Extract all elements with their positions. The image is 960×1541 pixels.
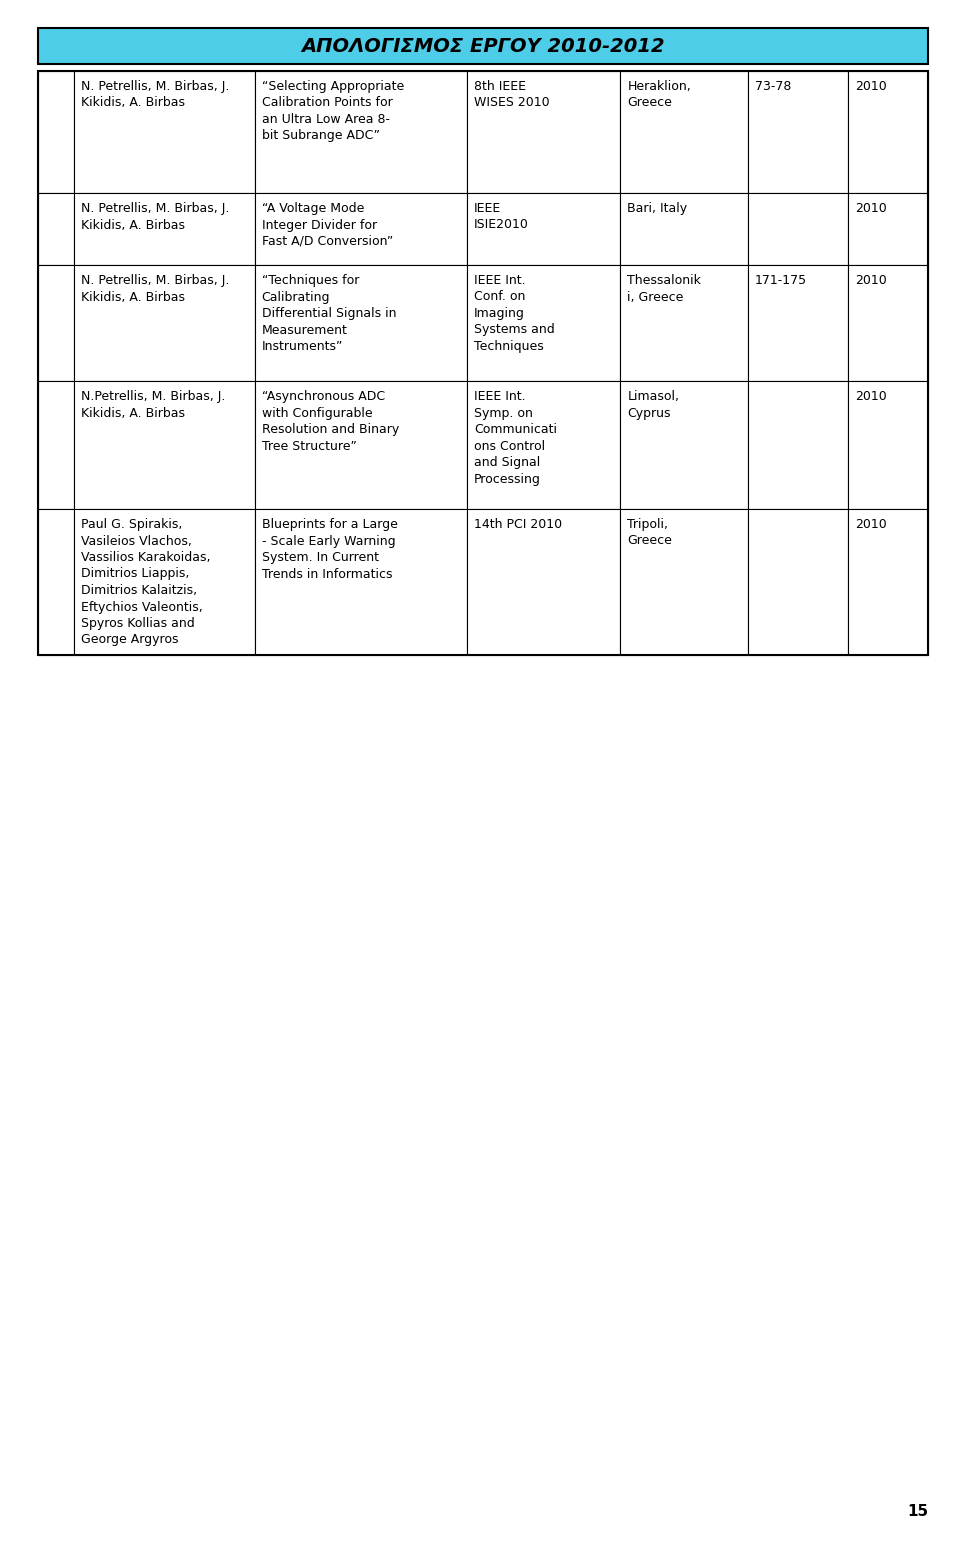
Bar [620,509,748,655]
Bar [748,381,849,509]
Text: Limasol,
Cyprus: Limasol, Cyprus [628,390,680,419]
Bar [468,381,620,509]
Bar [620,381,748,509]
Bar [75,265,254,381]
Text: Blueprints for a Large
- Scale Early Warning
System. In Current
Trends in Inform: Blueprints for a Large - Scale Early War… [261,518,397,581]
Text: N.Petrellis, M. Birbas, J.
Kikidis, A. Birbas: N.Petrellis, M. Birbas, J. Kikidis, A. B… [82,390,226,419]
Text: “A Voltage Mode
Integer Divider for
Fast A/D Conversion”: “A Voltage Mode Integer Divider for Fast… [261,202,393,248]
Bar [468,193,620,265]
Bar [38,28,928,65]
Text: Tripoli,
Greece: Tripoli, Greece [628,518,672,547]
Bar [75,381,254,509]
Text: IEEE
ISIE2010: IEEE ISIE2010 [474,202,529,231]
Text: 15: 15 [907,1504,928,1519]
Text: IEEE Int.
Conf. on
Imaging
Systems and
Techniques: IEEE Int. Conf. on Imaging Systems and T… [474,274,555,353]
Text: 8th IEEE
WISES 2010: 8th IEEE WISES 2010 [474,80,550,109]
Bar [254,509,468,655]
Bar [849,509,928,655]
Bar [75,71,254,193]
Text: Paul G. Spirakis,
Vasileios Vlachos,
Vassilios Karakoidas,
Dimitrios Liappis,
Di: Paul G. Spirakis, Vasileios Vlachos, Vas… [82,518,211,647]
Bar [849,193,928,265]
Text: “Selecting Appropriate
Calibration Points for
an Ultra Low Area 8-
bit Subrange : “Selecting Appropriate Calibration Point… [261,80,404,142]
Bar [468,265,620,381]
Text: “Techniques for
Calibrating
Differential Signals in
Measurement
Instruments”: “Techniques for Calibrating Differential… [261,274,396,353]
Text: 2010: 2010 [855,80,887,92]
Bar [38,381,75,509]
Bar [748,509,849,655]
Bar [748,71,849,193]
Bar [254,265,468,381]
Bar [38,265,75,381]
Text: Heraklion,
Greece: Heraklion, Greece [628,80,691,109]
Text: 2010: 2010 [855,390,887,404]
Bar [38,71,928,655]
Bar [620,193,748,265]
Text: 2010: 2010 [855,202,887,216]
Bar [254,193,468,265]
Bar [254,381,468,509]
Bar [849,381,928,509]
Text: 2010: 2010 [855,518,887,532]
Text: N. Petrellis, M. Birbas, J.
Kikidis, A. Birbas: N. Petrellis, M. Birbas, J. Kikidis, A. … [82,274,229,304]
Bar [620,265,748,381]
Text: 14th PCI 2010: 14th PCI 2010 [474,518,563,532]
Text: ΑΠΟΛΟΓΙΣΜΟΣ ΕΡΓΟΥ 2010-2012: ΑΠΟΛΟΓΙΣΜΟΣ ΕΡΓΟΥ 2010-2012 [301,37,665,55]
Bar [849,265,928,381]
Bar [748,193,849,265]
Text: N. Petrellis, M. Birbas, J.
Kikidis, A. Birbas: N. Petrellis, M. Birbas, J. Kikidis, A. … [82,80,229,109]
Text: 2010: 2010 [855,274,887,287]
Text: “Asynchronous ADC
with Configurable
Resolution and Binary
Tree Structure”: “Asynchronous ADC with Configurable Reso… [261,390,398,453]
Bar [75,193,254,265]
Text: Thessalonik
i, Greece: Thessalonik i, Greece [628,274,702,304]
Bar [468,509,620,655]
Bar [849,71,928,193]
Text: 171-175: 171-175 [755,274,807,287]
Bar [620,71,748,193]
Bar [748,265,849,381]
Bar [254,71,468,193]
Text: 73-78: 73-78 [755,80,791,92]
Bar [468,71,620,193]
Text: IEEE Int.
Symp. on
Communicati
ons Control
and Signal
Processing: IEEE Int. Symp. on Communicati ons Contr… [474,390,557,485]
Text: Bari, Italy: Bari, Italy [628,202,687,216]
Text: N. Petrellis, M. Birbas, J.
Kikidis, A. Birbas: N. Petrellis, M. Birbas, J. Kikidis, A. … [82,202,229,231]
Bar [38,509,75,655]
Bar [38,193,75,265]
Bar [75,509,254,655]
Bar [38,71,75,193]
